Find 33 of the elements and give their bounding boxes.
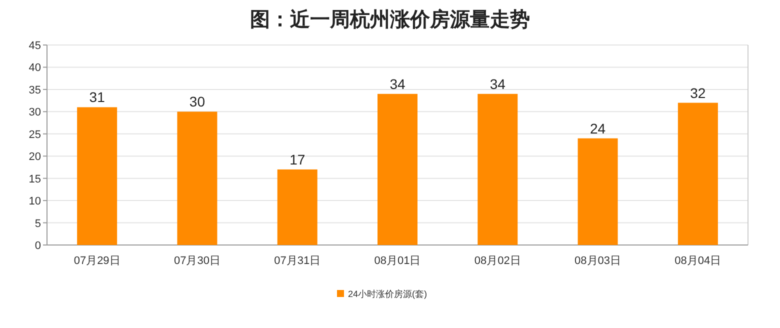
- y-tick-label: 15: [28, 173, 41, 186]
- x-tick-label: 07月31日: [274, 255, 321, 267]
- y-tick-label: 20: [28, 151, 41, 164]
- data-label: 32: [690, 84, 706, 101]
- data-label: 34: [390, 76, 406, 92]
- y-tick-label: 35: [28, 84, 41, 96]
- y-tick-label: 25: [28, 128, 41, 141]
- bar: [277, 169, 318, 245]
- x-tick-label: 08月02日: [474, 255, 521, 267]
- y-tick-label: 30: [28, 106, 41, 119]
- bar: [177, 112, 218, 245]
- bar: [378, 94, 418, 245]
- legend-label: 24小时涨价房源(套): [348, 289, 428, 299]
- y-tick-label: 5: [34, 218, 41, 230]
- bar: [478, 94, 518, 245]
- bar: [578, 138, 618, 245]
- x-tick-label: 08月03日: [574, 255, 622, 267]
- x-tick-label: 07月29日: [74, 255, 120, 267]
- x-tick-label: 08月01日: [374, 255, 421, 267]
- y-tick-label: 0: [34, 240, 41, 252]
- y-tick-label: 10: [28, 196, 41, 208]
- y-tick-label: 45: [28, 40, 41, 52]
- data-label: 30: [189, 94, 206, 110]
- y-tick-label: 40: [28, 62, 41, 74]
- data-label: 34: [490, 76, 506, 92]
- x-tick-label: 07月30日: [174, 255, 220, 267]
- bar: [678, 102, 718, 245]
- data-label: 17: [290, 151, 306, 168]
- data-label: 24: [590, 120, 606, 136]
- x-tick-label: 08月04日: [674, 255, 722, 267]
- bar: [77, 107, 118, 245]
- data-label: 31: [89, 89, 106, 106]
- chart-title: 图：近一周杭州涨价房源量走势: [250, 8, 530, 31]
